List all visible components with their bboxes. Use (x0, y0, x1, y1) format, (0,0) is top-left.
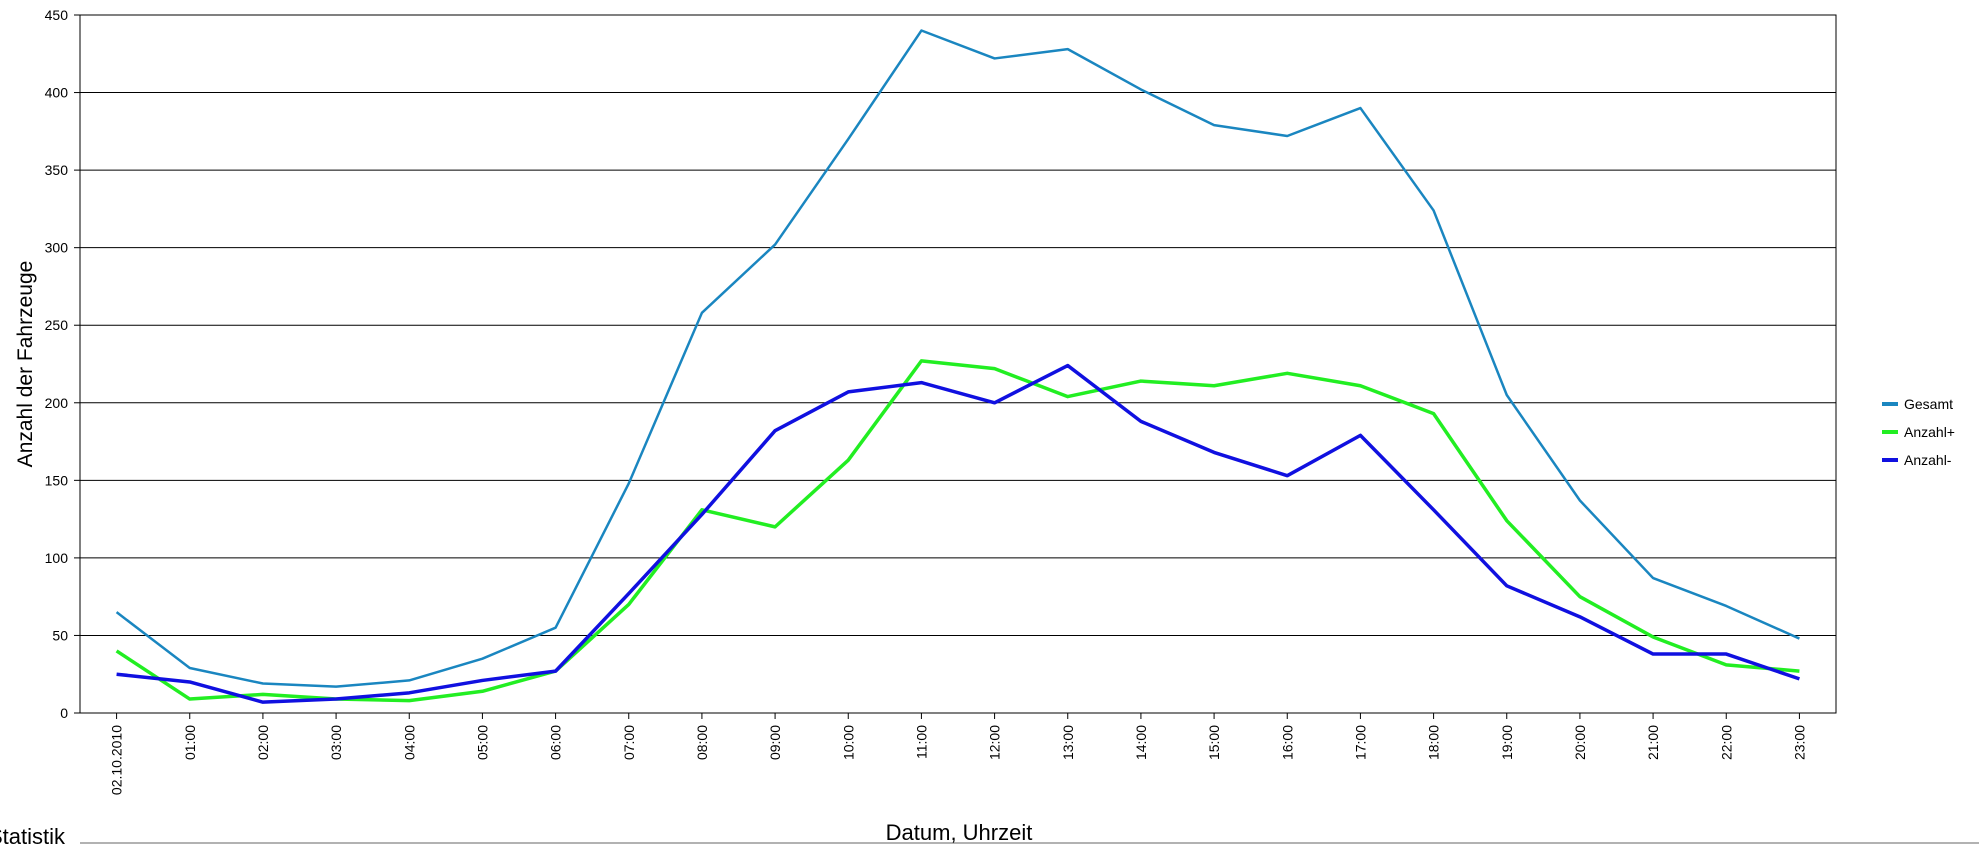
x-tick-label: 03:00 (328, 725, 344, 760)
x-tick-label: 14:00 (1133, 725, 1149, 760)
y-tick-label: 350 (45, 162, 69, 178)
x-tick-label: 01:00 (182, 725, 198, 760)
x-axis-label: Datum, Uhrzeit (886, 820, 1033, 845)
series-line (115, 29, 1800, 688)
x-tick-label: 16:00 (1279, 725, 1295, 760)
x-tick-label: 04:00 (401, 725, 417, 760)
x-tick-label: 10:00 (840, 725, 856, 760)
y-tick-label: 50 (52, 627, 68, 643)
legend-label: Anzahl+ (1904, 424, 1955, 440)
legend-label: Anzahl- (1904, 452, 1952, 468)
x-tick-label: 13:00 (1060, 725, 1076, 760)
x-tick-label: 22:00 (1718, 725, 1734, 760)
x-tick-label: 21:00 (1645, 725, 1661, 760)
x-tick-label: 06:00 (548, 725, 564, 760)
y-tick-label: 0 (60, 705, 68, 721)
y-tick-label: 400 (45, 85, 69, 101)
x-tick-label: 20:00 (1572, 725, 1588, 760)
x-tick-label: 17:00 (1352, 725, 1368, 760)
y-axis-label: Anzahl der Fahrzeuge (14, 261, 37, 468)
x-tick-label: 12:00 (987, 725, 1003, 760)
x-tick-label: 02.10.2010 (109, 725, 125, 795)
y-tick-label: 450 (45, 7, 69, 23)
series-line (116, 363, 1800, 704)
y-tick-label: 300 (45, 240, 69, 256)
y-tick-label: 200 (45, 395, 69, 411)
legend-label: Gesamt (1904, 396, 1953, 412)
plot-frame (79, 14, 1837, 714)
x-tick-label: 07:00 (621, 725, 637, 760)
footer: Statistik (0, 824, 66, 846)
x-tick-label: 05:00 (474, 725, 490, 760)
x-tick-label: 09:00 (767, 725, 783, 760)
x-tick-label: 15:00 (1206, 725, 1222, 760)
series-line (115, 359, 1800, 703)
x-tick-label: 11:00 (913, 725, 929, 759)
y-tick-label: 150 (45, 472, 69, 488)
x-tick-label: 08:00 (694, 725, 710, 760)
x-tick-label: 02:00 (255, 725, 271, 760)
x-tick-label: 23:00 (1791, 725, 1807, 760)
x-tick-label: 19:00 (1499, 725, 1515, 760)
y-tick-label: 100 (45, 550, 69, 566)
y-tick-label: 250 (45, 317, 69, 333)
x-tick-label: 18:00 (1426, 725, 1442, 760)
